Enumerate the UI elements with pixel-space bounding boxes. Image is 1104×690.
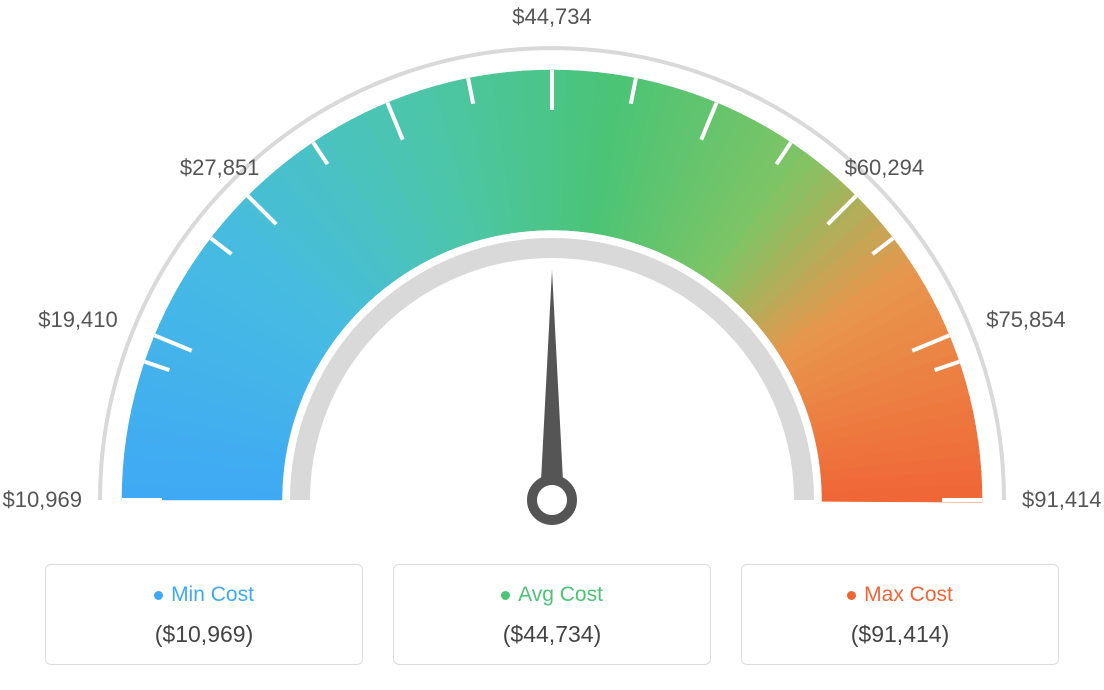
tick-label: $91,414 [1022,487,1102,513]
max-cost-title-text: Max Cost [864,583,953,607]
min-cost-title: Min Cost [56,583,352,607]
max-cost-value: ($91,414) [752,621,1048,648]
tick-label: $60,294 [845,155,925,181]
bullet-max-icon [847,591,856,600]
avg-cost-value: ($44,734) [404,621,700,648]
tick-label: $44,734 [512,4,592,30]
tick-label: $10,969 [2,487,82,513]
max-cost-card: Max Cost ($91,414) [741,564,1059,665]
bullet-avg-icon [501,591,510,600]
avg-cost-title-text: Avg Cost [518,583,603,607]
tick-label: $27,851 [180,155,260,181]
min-cost-title-text: Min Cost [171,583,254,607]
needle [540,270,564,500]
tick-label: $19,410 [38,307,118,333]
tick-label: $75,854 [986,307,1066,333]
bullet-min-icon [154,591,163,600]
avg-cost-title: Avg Cost [404,583,700,607]
gauge-area: $10,969 $19,410 $27,851 $44,734 $60,294 $75,8… [0,0,1104,540]
gauge-svg [0,0,1104,560]
max-cost-title: Max Cost [752,583,1048,607]
needle-hub [532,480,572,520]
avg-cost-card: Avg Cost ($44,734) [393,564,711,665]
gauge-cost-chart: $10,969 $19,410 $27,851 $44,734 $60,294 $75,8… [0,0,1104,690]
summary-row: Min Cost ($10,969) Avg Cost ($44,734) Ma… [45,564,1059,665]
min-cost-card: Min Cost ($10,969) [45,564,363,665]
min-cost-value: ($10,969) [56,621,352,648]
